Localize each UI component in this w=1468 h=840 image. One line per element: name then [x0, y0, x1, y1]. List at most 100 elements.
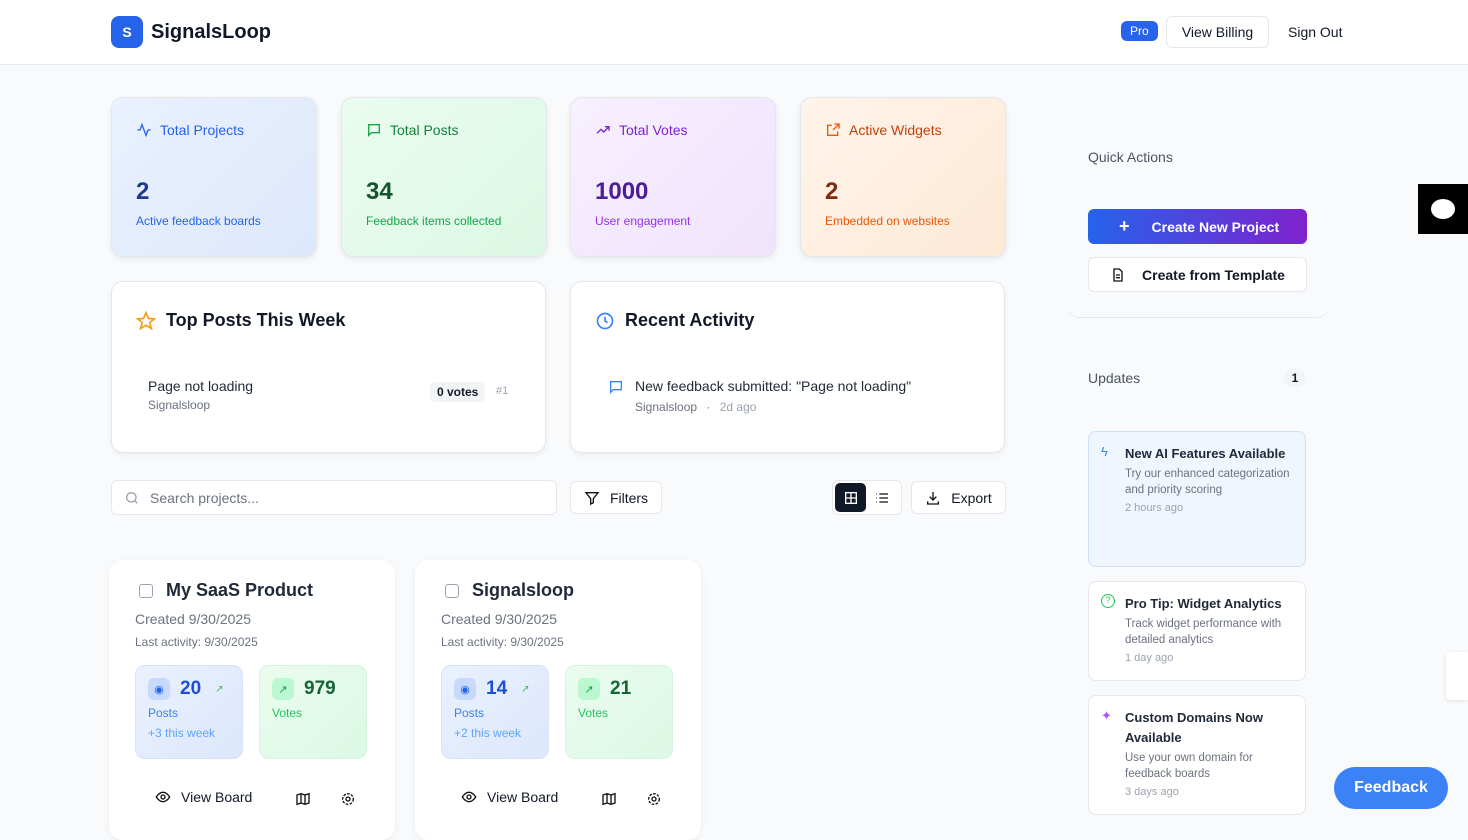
- list-icon: [875, 492, 888, 503]
- side-widget-tab[interactable]: [1418, 184, 1468, 234]
- zap-icon: ϟ: [1101, 444, 1108, 459]
- stat-sub: User engagement: [595, 214, 691, 228]
- message-square-icon: [368, 124, 380, 137]
- stat-active-widgets: Active Widgets 2 Embedded on websites: [800, 97, 1006, 257]
- create-new-project-button[interactable]: + Create New Project: [1088, 209, 1307, 244]
- activity-project: Signalsloop: [635, 400, 698, 414]
- posts-label: Posts: [454, 706, 485, 720]
- project-card[interactable]: Signalsloop Created 9/30/2025 Last activ…: [415, 560, 701, 840]
- recent-activity-card: Recent Activity New feedback submitted: …: [570, 281, 1005, 453]
- vote-count: 0 votes: [430, 382, 486, 402]
- select-checkbox[interactable]: [445, 584, 459, 598]
- view-board-button[interactable]: View Board: [155, 789, 252, 805]
- posts-stat: ◉ 20 ↗ Posts +3 this week: [135, 665, 243, 759]
- search-icon: [126, 491, 138, 504]
- posts-count: 20: [180, 678, 202, 699]
- post-item[interactable]: Page not loading Signalsloop 0 votes #1: [148, 378, 518, 412]
- stat-value: 34: [366, 178, 393, 205]
- map-icon[interactable]: [601, 791, 617, 807]
- create-from-template-button[interactable]: Create from Template: [1088, 257, 1307, 292]
- brand-name[interactable]: SignalsLoop: [151, 21, 271, 43]
- votes-label: Votes: [272, 706, 303, 720]
- last-activity: Last activity: 9/30/2025: [441, 635, 564, 649]
- stat-title: Total Posts: [390, 122, 459, 138]
- activity-time: 2d ago: [719, 400, 757, 414]
- plan-badge: Pro: [1121, 21, 1158, 41]
- update-desc: Track widget performance with detailed a…: [1125, 618, 1282, 646]
- stat-sub: Feedback items collected: [366, 214, 502, 228]
- sign-out-button[interactable]: Sign Out: [1288, 24, 1343, 40]
- feedback-button[interactable]: Feedback: [1334, 767, 1448, 809]
- list-view-button[interactable]: [866, 483, 897, 512]
- stat-value: 2: [825, 178, 839, 205]
- view-billing-button[interactable]: View Billing: [1166, 16, 1269, 48]
- post-rank: #1: [496, 385, 509, 397]
- chat-icon: [1431, 199, 1455, 219]
- trending-up-icon: ↗: [272, 678, 294, 700]
- map-icon[interactable]: [295, 791, 311, 807]
- stat-title: Total Votes: [619, 122, 688, 138]
- sparkles-icon: ✦: [1101, 708, 1112, 723]
- eye-icon: [155, 791, 171, 803]
- updates-title: Updates: [1088, 370, 1141, 386]
- last-activity: Last activity: 9/30/2025: [135, 635, 258, 649]
- stat-total-posts: Total Posts 34 Feedback items collected: [341, 97, 547, 257]
- search-placeholder: Search projects...: [150, 489, 259, 506]
- project-name: Signalsloop: [472, 580, 575, 600]
- update-title: Pro Tip: Widget Analytics: [1125, 596, 1282, 611]
- settings-icon[interactable]: [646, 791, 662, 807]
- update-item[interactable]: ϟ New AI Features Available Try our enhan…: [1088, 431, 1306, 567]
- view-board-label: View Board: [181, 789, 253, 805]
- update-time: 2 hours ago: [1125, 502, 1184, 514]
- votes-stat: ↗ 21 Votes: [565, 665, 673, 759]
- side-handle-icon[interactable]: [1446, 652, 1468, 700]
- logo[interactable]: S: [111, 16, 143, 48]
- project-name: My SaaS Product: [166, 580, 314, 600]
- trending-up-icon: ↗: [521, 683, 530, 695]
- votes-label: Votes: [578, 706, 609, 720]
- settings-icon[interactable]: [340, 791, 356, 807]
- stat-sub: Embedded on websites: [825, 214, 950, 228]
- stat-sub: Active feedback boards: [136, 214, 261, 228]
- view-toggle: [832, 480, 902, 515]
- project-card[interactable]: My SaaS Product Created 9/30/2025 Last a…: [109, 560, 395, 840]
- search-input[interactable]: Search projects...: [111, 480, 557, 515]
- export-button[interactable]: Export: [911, 481, 1006, 514]
- weekly-change: +3 this week: [148, 726, 216, 740]
- plus-icon: +: [1119, 216, 1130, 236]
- update-title: Custom Domains Now Available: [1125, 710, 1263, 745]
- external-link-icon: [827, 123, 840, 136]
- update-title: New AI Features Available: [1125, 446, 1286, 461]
- stat-total-votes: Total Votes 1000 User engagement: [570, 97, 776, 257]
- posts-stat: ◉ 14 ↗ Posts +2 this week: [441, 665, 549, 759]
- top-posts-card: Top Posts This Week Page not loading Sig…: [111, 281, 546, 453]
- eye-icon: [461, 791, 477, 803]
- activity-icon: [137, 122, 151, 138]
- view-board-button[interactable]: View Board: [461, 789, 558, 805]
- update-item[interactable]: ✦ Custom Domains Now Available Use your o…: [1088, 695, 1306, 815]
- trending-up-icon: ↗: [215, 683, 224, 695]
- created-date: Created 9/30/2025: [441, 611, 557, 627]
- update-desc: Use your own domain for feedback boards: [1125, 752, 1253, 780]
- stat-title: Total Projects: [160, 122, 245, 138]
- filter-icon: [584, 491, 600, 505]
- quick-actions-panel: [1066, 120, 1330, 318]
- select-checkbox[interactable]: [139, 584, 153, 598]
- clock-icon: [596, 312, 614, 329]
- help-circle-icon: ?: [1101, 594, 1115, 608]
- update-time: 3 days ago: [1125, 786, 1179, 798]
- grid-view-button[interactable]: [835, 483, 866, 512]
- stat-total-projects: Total Projects 2 Active feedback boards: [111, 97, 317, 257]
- export-label: Export: [951, 489, 992, 506]
- activity-item[interactable]: New feedback submitted: "Page not loadin…: [635, 378, 911, 414]
- card-title: Recent Activity: [625, 310, 755, 330]
- template-label: Create from Template: [1142, 266, 1285, 283]
- created-date: Created 9/30/2025: [135, 611, 251, 627]
- update-desc: Try our enhanced categorization and prio…: [1125, 468, 1290, 496]
- activity-text: New feedback submitted: "Page not loadin…: [635, 378, 912, 394]
- posts-count: 14: [486, 678, 508, 699]
- update-item[interactable]: ? Pro Tip: Widget Analytics Track widget …: [1088, 581, 1306, 681]
- trending-up-icon: ↗: [578, 678, 600, 700]
- eye-icon: ◉: [148, 678, 170, 700]
- filters-button[interactable]: Filters: [570, 481, 662, 514]
